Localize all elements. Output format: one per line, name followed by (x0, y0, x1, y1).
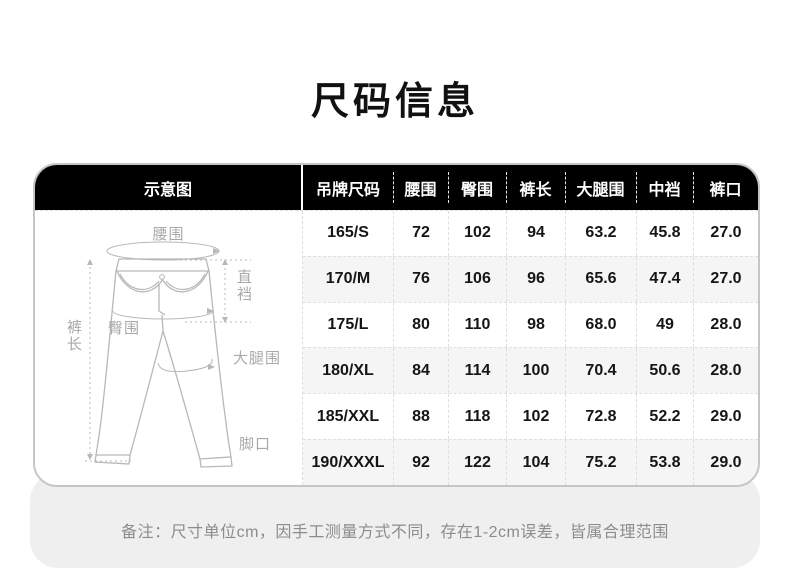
cell-hem: 29.0 (693, 440, 758, 485)
cell-size: 190/XXXL (311, 453, 385, 471)
cell-hip: 110 (448, 302, 506, 348)
cell-thigh: 72.8 (565, 394, 636, 440)
cell-hem: 29.0 (693, 394, 758, 440)
cell-size: 165/S (327, 224, 369, 242)
table-row: 175/L 80 110 98 68.0 49 28.0 (303, 301, 758, 348)
page-title: 尺码信息 (310, 81, 479, 123)
cell-thigh: 65.6 (565, 256, 636, 302)
cell-size: 170/M (325, 270, 371, 288)
cell-hip: 102 (448, 211, 506, 256)
cell-waist: 88 (393, 394, 448, 440)
cell-length: 102 (506, 394, 565, 440)
diagram-label-rise: 直裆 (235, 269, 252, 303)
table-body: 腰围 直裆 臀围 大腿围 裤长 脚口 165/S 72 102 94 63.2 … (35, 210, 758, 485)
diagram-label-hem: 脚口 (239, 436, 272, 453)
cell-knee: 50.6 (636, 348, 693, 394)
cell-hip: 114 (448, 348, 506, 394)
cell-hem: 27.0 (693, 211, 758, 256)
cell-size: 180/XL (322, 361, 374, 379)
header-cell-diagram: 示意图 (35, 165, 303, 210)
header-cell-knee: 中裆 (636, 165, 693, 210)
table-row: 165/S 72 102 94 63.2 45.8 27.0 (303, 211, 758, 256)
cell-hip: 122 (448, 440, 506, 485)
cell-length: 96 (506, 256, 565, 302)
cell-hem: 28.0 (693, 348, 758, 394)
diagram-label-thigh: 大腿围 (233, 350, 282, 367)
cell-waist: 92 (393, 440, 448, 485)
cell-length: 94 (506, 211, 565, 256)
cell-size: 175/L (327, 316, 369, 334)
header-cell-tag-size: 吊牌尺码 (315, 181, 380, 199)
diagram-label-hip: 臀围 (108, 320, 141, 337)
note-panel: 备注：尺寸单位cm，因手工测量方式不同，存在1-2cm误差，皆属合理范围 (30, 473, 760, 568)
cell-knee: 47.4 (636, 256, 693, 302)
table-row: 170/M 76 106 96 65.6 47.4 27.0 (303, 255, 758, 302)
table-header-row: 示意图 吊牌尺码 腰围 臀围 裤长 大腿围 中裆 裤口 (35, 165, 758, 210)
header-cell-waist: 腰围 (393, 165, 448, 210)
header-cell-thigh: 大腿围 (565, 165, 636, 210)
cell-length: 104 (506, 440, 565, 485)
cell-knee: 45.8 (636, 211, 693, 256)
cell-hip: 106 (448, 256, 506, 302)
cell-size: 185/XXL (316, 407, 380, 425)
note-text: 备注：尺寸单位cm，因手工测量方式不同，存在1-2cm误差，皆属合理范围 (121, 524, 669, 541)
header-cell-hem: 裤口 (693, 165, 758, 210)
cell-knee: 49 (636, 302, 693, 348)
header-cell-hip: 臀围 (448, 165, 506, 210)
cell-thigh: 75.2 (565, 440, 636, 485)
pants-diagram-svg (85, 241, 251, 468)
size-table: 示意图 吊牌尺码 腰围 臀围 裤长 大腿围 中裆 裤口 (33, 163, 760, 487)
table-row: 190/XXXL 92 122 104 75.2 53.8 29.0 (303, 439, 758, 485)
table-row: 185/XXL 88 118 102 72.8 52.2 29.0 (303, 393, 758, 440)
cell-thigh: 70.4 (565, 348, 636, 394)
diagram-cell: 腰围 直裆 臀围 大腿围 裤长 脚口 (35, 211, 303, 485)
cell-waist: 84 (393, 348, 448, 394)
table-row: 180/XL 84 114 100 70.4 50.6 28.0 (303, 347, 758, 394)
table-rows: 165/S 72 102 94 63.2 45.8 27.0 170/M 76 … (303, 211, 758, 485)
cell-waist: 72 (393, 211, 448, 256)
cell-knee: 53.8 (636, 440, 693, 485)
cell-hip: 118 (448, 394, 506, 440)
cell-length: 100 (506, 348, 565, 394)
cell-waist: 76 (393, 256, 448, 302)
cell-length: 98 (506, 302, 565, 348)
diagram-label-length: 裤长 (65, 319, 82, 353)
cell-knee: 52.2 (636, 394, 693, 440)
cell-waist: 80 (393, 302, 448, 348)
diagram-label-waist: 腰围 (152, 226, 185, 243)
cell-hem: 28.0 (693, 302, 758, 348)
header-cell-length: 裤长 (506, 165, 565, 210)
cell-thigh: 68.0 (565, 302, 636, 348)
cell-hem: 27.0 (693, 256, 758, 302)
cell-thigh: 63.2 (565, 211, 636, 256)
